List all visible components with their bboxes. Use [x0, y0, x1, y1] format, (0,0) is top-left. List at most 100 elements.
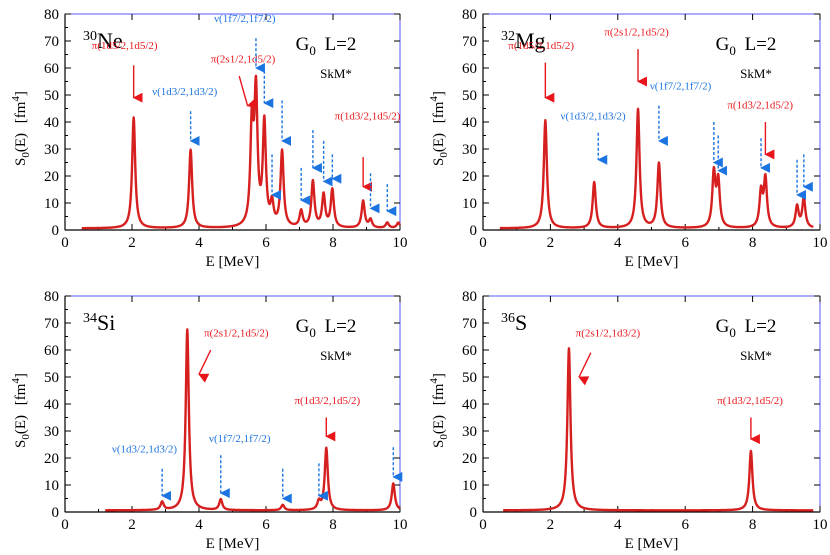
- x-tick-label: 8: [749, 517, 757, 533]
- y-label-e: (E): [13, 133, 29, 152]
- y-tick-label: 80: [462, 289, 477, 305]
- y-tick-label: 30: [44, 424, 59, 440]
- y-tick-label: 0: [470, 505, 478, 521]
- x-axis-label: E [MeV]: [625, 254, 679, 270]
- operator-g: G: [716, 316, 730, 337]
- operator-sub: 0: [729, 325, 736, 340]
- x-axis-label: E [MeV]: [206, 254, 260, 270]
- x-tick-label: 2: [128, 517, 136, 533]
- y-axis-label: S0(E) [fm4]: [10, 91, 32, 166]
- nucleus-symbol: Ne: [97, 28, 123, 53]
- x-tick-label: 0: [479, 235, 487, 251]
- x-tick-label: 2: [547, 235, 555, 251]
- force-label: SkM*: [740, 66, 772, 81]
- operator-g: G: [296, 316, 310, 337]
- y-tick-label: 80: [462, 7, 477, 23]
- y-tick-label: 0: [52, 505, 60, 521]
- x-tick-label: 2: [547, 517, 555, 533]
- transition-label: π(2s1/2,1d3/2): [576, 328, 641, 340]
- y-tick-label: 30: [462, 142, 477, 158]
- y-label-sub: 0: [438, 434, 450, 440]
- x-tick-label: 6: [262, 235, 270, 251]
- y-tick-label: 10: [462, 478, 477, 494]
- y-axis-label: S0(E) [fm4]: [10, 373, 32, 448]
- nucleus-mass: 34: [83, 311, 97, 326]
- y-tick-label: 30: [44, 142, 59, 158]
- nucleus-symbol: S: [515, 310, 527, 335]
- red-arrow: [198, 349, 212, 383]
- y-tick-label: 10: [462, 196, 477, 212]
- x-axis-label: E [MeV]: [625, 536, 679, 552]
- nucleus-mass: 30: [83, 29, 97, 44]
- y-tick-label: 50: [462, 88, 477, 104]
- x-tick-label: 6: [681, 235, 689, 251]
- y-tick-label: 70: [44, 316, 59, 332]
- y-tick-label: 0: [470, 223, 478, 239]
- nucleus-label: 30Ne: [83, 28, 123, 53]
- y-tick-label: 10: [44, 196, 59, 212]
- transition-label: π(2s1/2,1d5/2): [604, 27, 669, 39]
- operator-sub: 0: [309, 325, 316, 340]
- y-tick-label: 70: [462, 316, 477, 332]
- x-tick-label: 6: [681, 517, 689, 533]
- x-tick-label: 2: [128, 235, 136, 251]
- y-tick-label: 20: [44, 169, 59, 185]
- transition-label: π(2s1/2,1d5/2): [204, 328, 269, 340]
- multipolarity: L=2: [740, 316, 777, 337]
- y-label-e: (E): [431, 415, 447, 434]
- nucleus-mass: 32: [501, 29, 515, 44]
- nucleus-label: 34Si: [83, 310, 115, 335]
- x-tick-label: 8: [329, 235, 337, 251]
- y-label-unit: [fm: [431, 101, 447, 127]
- y-label-s: S: [13, 440, 29, 448]
- y-tick-label: 20: [462, 169, 477, 185]
- y-tick-label: 10: [44, 478, 59, 494]
- y-tick-label: 50: [44, 88, 59, 104]
- y-label-s: S: [431, 440, 447, 448]
- x-tick-label: 0: [479, 517, 487, 533]
- transition-label: π(1d3/2,1d5/2): [717, 395, 783, 407]
- transition-label: ν(1d3/2,1d3/2): [561, 110, 626, 122]
- x-tick-label: 4: [195, 517, 203, 533]
- red-arrow: [238, 75, 258, 109]
- operator-sub: 0: [309, 43, 316, 58]
- y-tick-label: 0: [52, 223, 60, 239]
- transition-label: π(1d5/2,1d5/2): [508, 40, 574, 52]
- y-label-unit-close: ]: [13, 373, 29, 378]
- y-tick-label: 70: [462, 34, 477, 50]
- nucleus-label: 32Mg: [501, 28, 546, 53]
- transition-label: π(2s1/2,1d5/2): [211, 54, 276, 66]
- operator-label: G0 L=2: [296, 34, 357, 58]
- transition-label: ν(1d3/2,1d3/2): [112, 444, 177, 456]
- y-tick-label: 50: [462, 370, 477, 386]
- nucleus-symbol: Mg: [515, 28, 546, 53]
- force-label: SkM*: [320, 66, 352, 81]
- y-tick-label: 80: [44, 289, 59, 305]
- y-label-sub: 0: [438, 152, 450, 158]
- transition-label: π(1d3/2,1d5/2): [335, 110, 401, 122]
- y-tick-label: 60: [462, 343, 477, 359]
- transition-label: ν(1f7/2,1f7/2): [209, 433, 271, 445]
- transition-label: π(1d3/2,1d5/2): [294, 395, 360, 407]
- operator-g: G: [716, 34, 730, 55]
- y-label-s: S: [13, 158, 29, 166]
- transition-label: ν(1f7/2,1f7/2): [214, 13, 276, 25]
- multipolarity: L=2: [740, 34, 777, 55]
- y-label-unit-sup: 4: [428, 96, 440, 102]
- x-tick-label: 10: [813, 517, 828, 533]
- x-tick-label: 4: [614, 235, 622, 251]
- y-label-unit: [fm: [13, 383, 29, 409]
- y-axis-label: S0(E) [fm4]: [428, 373, 450, 448]
- transition-label: π(1d5/2,1d5/2): [92, 40, 158, 52]
- y-tick-label: 40: [462, 115, 477, 131]
- y-label-unit-close: ]: [431, 373, 447, 378]
- x-tick-label: 10: [813, 235, 828, 251]
- y-tick-label: 60: [44, 343, 59, 359]
- y-label-sub: 0: [20, 434, 32, 440]
- y-tick-label: 20: [462, 451, 477, 467]
- x-tick-label: 0: [61, 235, 69, 251]
- operator-sub: 0: [729, 43, 736, 58]
- y-tick-label: 70: [44, 34, 59, 50]
